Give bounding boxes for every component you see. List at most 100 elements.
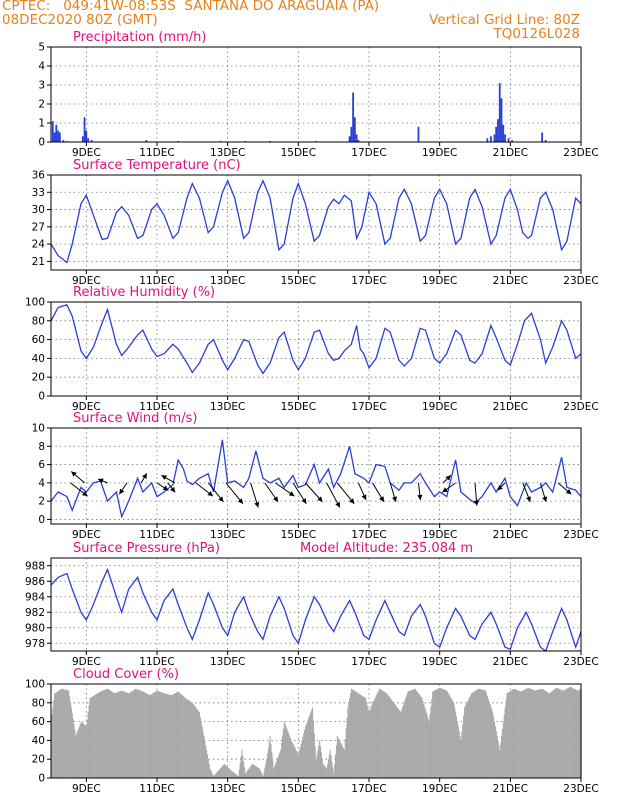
cloud-bar	[122, 691, 125, 778]
wind-vector-head	[445, 475, 451, 481]
cloud-bar	[507, 692, 509, 778]
cloud-bar	[433, 690, 436, 778]
cloud-bar	[234, 773, 236, 778]
cloud-bar	[220, 767, 222, 778]
cloud-bar	[92, 696, 94, 778]
cloud-bar	[284, 723, 286, 778]
cloud-bar	[139, 690, 141, 778]
y-tick-label: 980	[25, 622, 45, 634]
y-tick-label: 0	[38, 514, 45, 526]
x-tick-label: 17DEC	[351, 783, 386, 795]
cloud-bar	[510, 690, 512, 778]
y-tick-label: 40	[32, 353, 45, 365]
wind-vector-head	[170, 486, 176, 493]
cloud-bar	[378, 690, 380, 778]
cloud-bar	[562, 690, 564, 778]
cloud-bar	[56, 691, 58, 778]
cloud-bar	[569, 686, 572, 778]
cloud-bar	[188, 700, 190, 778]
cloud-bar	[198, 711, 200, 778]
cloud-bar	[207, 759, 209, 778]
cloud-bar	[145, 693, 148, 778]
cloud-bar	[440, 688, 443, 778]
wind-vector	[539, 482, 548, 503]
cloud-bar	[553, 689, 555, 778]
cloud-bar	[104, 689, 106, 778]
wind-vector-head	[71, 471, 77, 477]
cloud-bar	[316, 754, 318, 778]
cloud-bar	[228, 768, 231, 778]
cloud-bar	[556, 688, 558, 778]
cloud-bar	[294, 747, 296, 778]
precip-bar	[81, 136, 84, 142]
cloud-bar	[204, 740, 206, 778]
cloud-bar	[442, 689, 444, 778]
y-tick-label: 984	[25, 591, 45, 603]
x-tick-label: 9DEC	[72, 401, 101, 413]
cloud-bar	[148, 694, 150, 778]
cloud-bar	[275, 761, 277, 778]
precip-bar	[348, 136, 351, 142]
cloud-bar	[248, 768, 250, 778]
cloud-bar	[372, 702, 374, 778]
cloud-bar	[463, 715, 465, 778]
x-tick-label: 15DEC	[281, 147, 316, 159]
cloud-bar	[525, 688, 527, 778]
cloud-bar	[259, 770, 261, 778]
wind-vector	[167, 482, 176, 493]
x-tick-label: 13DEC	[210, 783, 245, 795]
cloud-bar	[408, 691, 410, 778]
cloud-bar	[355, 691, 357, 778]
cloud-bar	[259, 768, 261, 778]
cloud-bar	[229, 769, 231, 778]
cloud-bar	[347, 707, 349, 778]
y-tick-label: 986	[25, 576, 45, 588]
cloud-bar	[384, 692, 386, 778]
cloud-bar	[444, 689, 446, 778]
cloud-bar	[208, 763, 210, 778]
cloud-bar	[114, 693, 116, 778]
cloud-bar	[414, 688, 416, 778]
precip-bar	[504, 134, 506, 142]
wind-vector-head	[417, 494, 423, 500]
y-tick-label: 60	[32, 334, 45, 346]
cloud-bar	[282, 728, 284, 778]
cloud-bar	[82, 723, 84, 778]
cloud-bar	[107, 689, 110, 778]
cloud-bar	[368, 712, 370, 778]
cloud-bar	[571, 687, 573, 778]
cloud-bar	[202, 731, 204, 778]
cloud-bar	[544, 690, 546, 778]
wind-vector-head	[288, 491, 295, 497]
precip-bar	[58, 132, 61, 142]
cloud-bar	[161, 692, 163, 778]
cloud-bar	[403, 701, 405, 778]
cloud-bar	[147, 694, 149, 778]
cloud-bar	[448, 693, 450, 778]
cloud-bar	[426, 715, 428, 778]
cloud-bar	[433, 691, 435, 778]
cloud-bar	[289, 738, 292, 778]
cloud-bar	[551, 691, 553, 778]
cloud-bar	[174, 693, 176, 778]
x-tick-label: 15DEC	[281, 783, 316, 795]
cloud-bar	[555, 687, 557, 778]
panel-title: Cloud Cover (%)	[73, 667, 179, 682]
cloud-bar	[495, 731, 497, 778]
cloud-bar	[183, 697, 186, 778]
cloud-bar	[528, 688, 530, 778]
humidity-line	[50, 304, 582, 375]
wind-vector	[442, 474, 452, 484]
cloud-bar	[511, 689, 513, 778]
cloud-bar	[235, 774, 237, 778]
x-tick-label: 21DEC	[493, 401, 528, 413]
cloud-bar	[485, 690, 487, 778]
cloud-bar	[326, 768, 328, 778]
cloud-bar	[241, 749, 243, 778]
cloud-bar	[371, 705, 373, 778]
cloud-bar	[221, 765, 224, 778]
cloud-bar	[477, 689, 479, 778]
x-tick-label: 23DEC	[563, 656, 598, 668]
x-tick-label: 19DEC	[422, 783, 457, 795]
x-tick-label: 17DEC	[351, 401, 386, 413]
